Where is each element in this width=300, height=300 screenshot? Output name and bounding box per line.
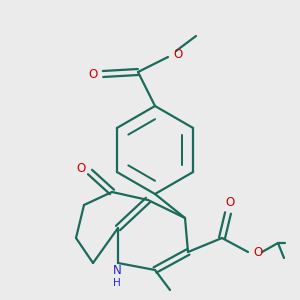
Text: H: H xyxy=(113,278,121,288)
Text: O: O xyxy=(76,163,85,176)
Text: N: N xyxy=(112,265,122,278)
Text: O: O xyxy=(254,247,262,260)
Text: O: O xyxy=(225,196,235,209)
Text: O: O xyxy=(88,68,98,80)
Text: O: O xyxy=(173,49,183,62)
